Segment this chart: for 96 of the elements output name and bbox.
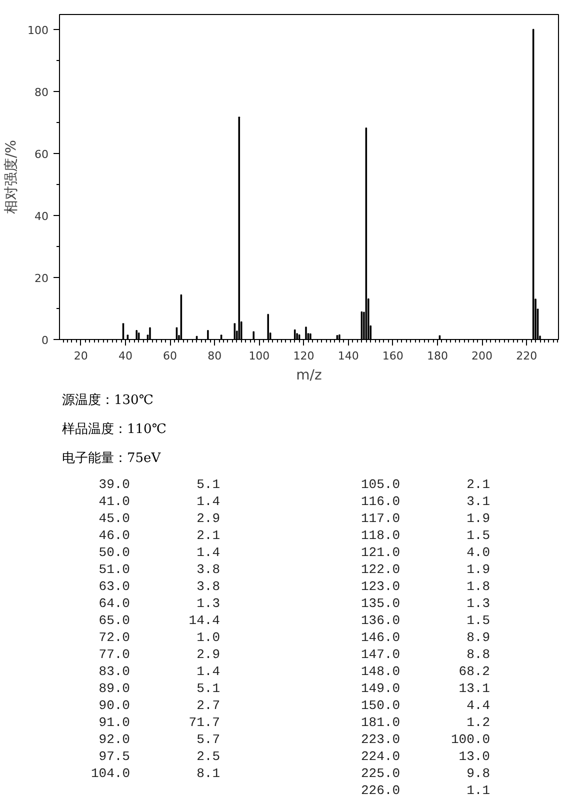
text: 1.2 — [466, 714, 490, 731]
text: 电子能量：75eV — [62, 450, 162, 468]
x-tick-label: 220 — [516, 350, 538, 362]
text: 源温度：130℃ — [62, 392, 154, 410]
y-tick-label: 20 — [34, 272, 49, 285]
text: 1.3 — [466, 595, 490, 612]
y-tick-label: 0 — [42, 334, 48, 347]
text: 104.0 — [90, 765, 130, 782]
text: 226.0 — [360, 782, 400, 799]
text: 223.0 — [360, 731, 400, 748]
text: 8.1 — [196, 765, 220, 782]
y-tick-label: 60 — [34, 148, 49, 161]
text: 225.0 — [360, 765, 400, 782]
text: 1.5 — [466, 612, 490, 629]
text: 1.9 — [466, 561, 490, 578]
text: 1.0 — [196, 629, 220, 646]
text: 3.8 — [196, 578, 220, 595]
text: 2.9 — [196, 510, 220, 527]
text: 121.0 — [360, 544, 400, 561]
text: 9.8 — [466, 765, 490, 782]
y-axis-title: 相对强度/% — [4, 140, 20, 214]
x-tick-label: 100 — [248, 350, 270, 362]
text: 5.7 — [196, 731, 220, 748]
text: 68.2 — [458, 663, 490, 680]
text: 90.0 — [98, 697, 130, 714]
y-tick-label: 100 — [28, 24, 49, 37]
text: 224.0 — [360, 748, 400, 765]
text: 50.0 — [98, 544, 130, 561]
x-tick-label: 180 — [426, 350, 448, 362]
text: 5.1 — [196, 476, 220, 493]
text: 14.4 — [188, 612, 220, 629]
x-tick-label: 80 — [208, 350, 222, 362]
text: 样品温度：110℃ — [62, 421, 166, 439]
text: 1.4 — [196, 663, 220, 680]
x-tick-label: 20 — [74, 350, 88, 362]
x-tick-label: 140 — [338, 350, 359, 362]
text: 83.0 — [98, 663, 130, 680]
text: 5.1 — [196, 680, 220, 697]
text: 4.0 — [466, 544, 490, 561]
text: 3.8 — [196, 561, 220, 578]
text: 64.0 — [98, 595, 130, 612]
text: 100.0 — [450, 731, 490, 748]
text: 13.1 — [458, 680, 490, 697]
text: 89.0 — [98, 680, 130, 697]
text: 1.9 — [466, 510, 490, 527]
text: 3.1 — [466, 493, 490, 510]
text: 2.9 — [196, 646, 220, 663]
text: 2.1 — [196, 527, 220, 544]
text: 65.0 — [98, 612, 130, 629]
x-axis-title: m/z — [296, 368, 322, 384]
x-tick-label: 40 — [118, 350, 132, 362]
text: 1.1 — [466, 782, 490, 799]
text: 1.4 — [196, 493, 220, 510]
text: 2.1 — [466, 476, 490, 493]
text: 181.0 — [360, 714, 400, 731]
text: 1.8 — [466, 578, 490, 595]
text: 150.0 — [360, 697, 400, 714]
text: 72.0 — [98, 629, 130, 646]
text: 1.5 — [466, 527, 490, 544]
text: 136.0 — [360, 612, 400, 629]
text: 117.0 — [360, 510, 400, 527]
text: 147.0 — [360, 646, 400, 663]
text: 71.7 — [188, 714, 220, 731]
text: 2.7 — [196, 697, 220, 714]
text: 135.0 — [360, 595, 400, 612]
text: 105.0 — [360, 476, 400, 493]
text: 41.0 — [98, 493, 130, 510]
y-tick-label: 80 — [34, 86, 49, 99]
text: 4.4 — [466, 697, 490, 714]
text: 13.0 — [458, 748, 490, 765]
text: 116.0 — [360, 493, 400, 510]
text: 97.5 — [98, 748, 130, 765]
text: 1.4 — [196, 544, 220, 561]
x-tick-label: 160 — [382, 350, 404, 362]
text: 2.5 — [196, 748, 220, 765]
text: 77.0 — [98, 646, 130, 663]
text: 1.3 — [196, 595, 220, 612]
text: 92.0 — [98, 731, 130, 748]
text: 149.0 — [360, 680, 400, 697]
text: 39.0 — [98, 476, 130, 493]
text: 148.0 — [360, 663, 400, 680]
text: 63.0 — [98, 578, 130, 595]
x-tick-label: 120 — [293, 350, 314, 362]
text: 122.0 — [360, 561, 400, 578]
text: 45.0 — [98, 510, 130, 527]
text: 51.0 — [98, 561, 130, 578]
y-tick-label: 40 — [34, 210, 49, 223]
text: 8.8 — [466, 646, 490, 663]
x-tick-label: 60 — [163, 350, 178, 362]
text: 146.0 — [360, 629, 400, 646]
text: 123.0 — [360, 578, 400, 595]
text: 118.0 — [360, 527, 400, 544]
text: 91.0 — [98, 714, 130, 731]
x-tick-label: 200 — [472, 350, 493, 362]
text: 46.0 — [98, 527, 130, 544]
text: 8.9 — [466, 629, 490, 646]
